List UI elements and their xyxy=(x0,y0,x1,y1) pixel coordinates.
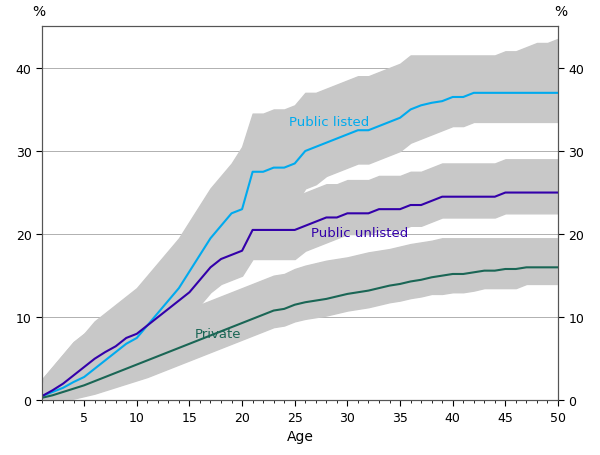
Text: Private: Private xyxy=(194,328,241,340)
Text: %: % xyxy=(32,5,46,19)
X-axis label: Age: Age xyxy=(287,430,313,443)
Text: Public unlisted: Public unlisted xyxy=(311,227,408,239)
Text: %: % xyxy=(554,5,568,19)
Text: Public listed: Public listed xyxy=(289,116,370,129)
